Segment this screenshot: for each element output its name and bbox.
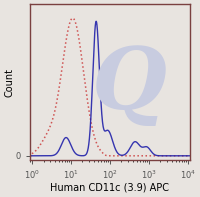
- Y-axis label: Count: Count: [4, 68, 14, 97]
- Text: Q: Q: [91, 44, 166, 127]
- X-axis label: Human CD11c (3.9) APC: Human CD11c (3.9) APC: [50, 183, 169, 193]
